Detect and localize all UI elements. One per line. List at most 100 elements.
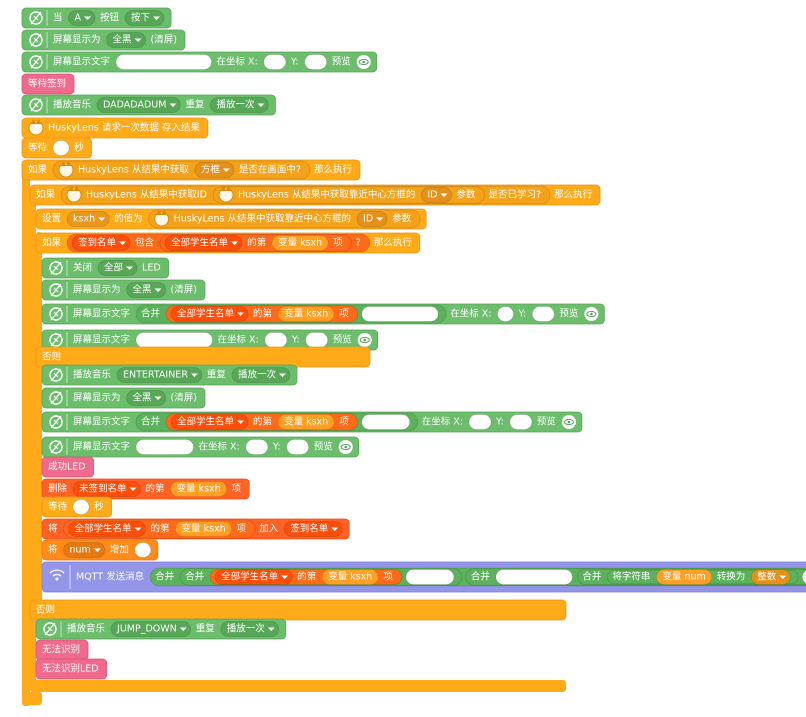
dropdown <box>356 211 388 227</box>
extension-icon <box>29 98 43 112</box>
dropdown <box>66 211 110 227</box>
variable <box>656 569 713 585</box>
number-input <box>468 414 492 430</box>
text-input <box>361 306 439 322</box>
block-text: 预览 <box>537 416 556 428</box>
block-text: 屏幕显示为 <box>73 284 121 296</box>
block-text: 祝你好运！ <box>141 441 189 453</box>
block-text: 20 <box>474 417 486 428</box>
block: 播放音乐 DADADADUM 重复 播放一次 <box>21 94 276 116</box>
c-arm <box>30 185 36 690</box>
block-text: Y: <box>290 57 299 68</box>
text-input <box>495 569 573 585</box>
variable <box>271 235 329 251</box>
block-text: 将 <box>48 524 58 535</box>
block-text: 否则 <box>42 351 61 363</box>
extension-icon <box>30 33 42 47</box>
dropdown <box>126 390 166 406</box>
preview-eye <box>362 60 366 64</box>
mqtt-icon <box>55 577 59 581</box>
block: 将 num 增加 1 <box>41 539 159 561</box>
block-text: 签到成功 <box>367 416 405 428</box>
dropdown <box>96 97 181 113</box>
block: 无法识别LED <box>35 658 108 680</box>
block-text: 播放音乐 <box>53 99 92 111</box>
dropdown-arrow <box>231 241 239 245</box>
block-body <box>41 456 95 478</box>
block-text: 的第 <box>253 308 272 320</box>
block-text: 屏幕显示为 <box>73 392 121 404</box>
block-text: 将字符串 <box>612 571 650 583</box>
number-input <box>52 140 70 156</box>
block-text: 关闭 <box>73 262 92 274</box>
block-text: 全部学生名单 <box>221 571 279 583</box>
c-arm <box>22 160 30 706</box>
block-text: ? <box>356 238 361 249</box>
block-text: 变量 ksxh <box>182 523 226 535</box>
block-text: 项 <box>383 572 393 583</box>
extension-icon <box>43 622 57 636</box>
block-text: 重复 <box>185 99 205 111</box>
dropdown <box>210 97 269 113</box>
extension-icon <box>30 55 42 69</box>
block: 否则 <box>35 346 371 368</box>
number-input <box>509 414 533 430</box>
extension-icon <box>49 283 63 297</box>
block-text: 的第 <box>297 571 316 583</box>
dropdown-arrow <box>134 527 142 531</box>
variable <box>277 414 335 430</box>
block-text: 预览 <box>559 308 578 320</box>
extension-icon <box>50 368 62 382</box>
extension-icon <box>49 440 63 454</box>
block-text: 增加 <box>110 544 129 556</box>
extension-icon <box>30 98 42 112</box>
block: 屏幕显示为 全黑 (清屏) <box>21 29 186 51</box>
dropdown-arrow <box>257 103 265 107</box>
block-text: 无法识别 <box>42 644 80 656</box>
dropdown <box>420 187 452 203</box>
block: MQTT 发送消息 合并 合并 全部学生名单 的第 变量 ksxh 项已签到， 合并 目前签到人… <box>41 561 806 593</box>
reporter <box>148 209 421 229</box>
number-input <box>531 306 555 322</box>
block-text: 全黑 <box>113 34 133 46</box>
block: 等待签到 <box>21 73 75 95</box>
variable <box>175 521 233 537</box>
number-input <box>245 439 269 455</box>
block: 关闭 全部 LED <box>41 257 170 279</box>
block: 无法识别 <box>35 639 89 661</box>
block-text: 参数 <box>392 213 412 225</box>
number-input <box>497 306 514 322</box>
block: 等待 1 秒 <box>41 496 112 518</box>
dropdown-arrow <box>179 627 187 631</box>
block-text: 在坐标 X: <box>218 334 259 346</box>
block-text: 删除 <box>48 483 68 495</box>
block-text: 变量 ksxh <box>328 571 372 583</box>
extension-icon <box>50 333 62 347</box>
block-text: 预览 <box>314 441 333 453</box>
extension-icon <box>49 307 63 321</box>
block-text: 在坐标 X: <box>199 441 240 453</box>
preview-eye <box>363 338 367 342</box>
block-text: 10 <box>269 57 281 68</box>
text-input <box>115 54 212 70</box>
block: HuskyLens 请求一次数据 存入结果 <box>21 117 209 139</box>
dropdown <box>116 367 203 383</box>
block-text: 项 <box>333 238 343 249</box>
block: 播放音乐 ENTERTAINER 重复 播放一次 <box>41 364 298 386</box>
dropdown-arrow <box>779 575 787 579</box>
reporter <box>52 160 311 180</box>
block-text: 播放音乐 <box>67 623 106 635</box>
block-text: 在坐标 X: <box>217 56 258 68</box>
block-text: 播放音乐 <box>73 369 112 381</box>
block-text: 变量 ksxh <box>284 308 328 320</box>
block-text: 2 <box>58 143 64 154</box>
block-body <box>35 346 371 368</box>
dropdown <box>220 621 280 637</box>
block-text: num <box>70 545 91 556</box>
mqtt-icon <box>49 569 65 577</box>
dropdown <box>68 10 96 26</box>
block-text: 屏幕显示文字 <box>73 308 130 320</box>
dropdown-arrow <box>98 217 106 221</box>
block-text: 全黑 <box>133 392 153 404</box>
block-text: 的值为 <box>114 213 143 225</box>
